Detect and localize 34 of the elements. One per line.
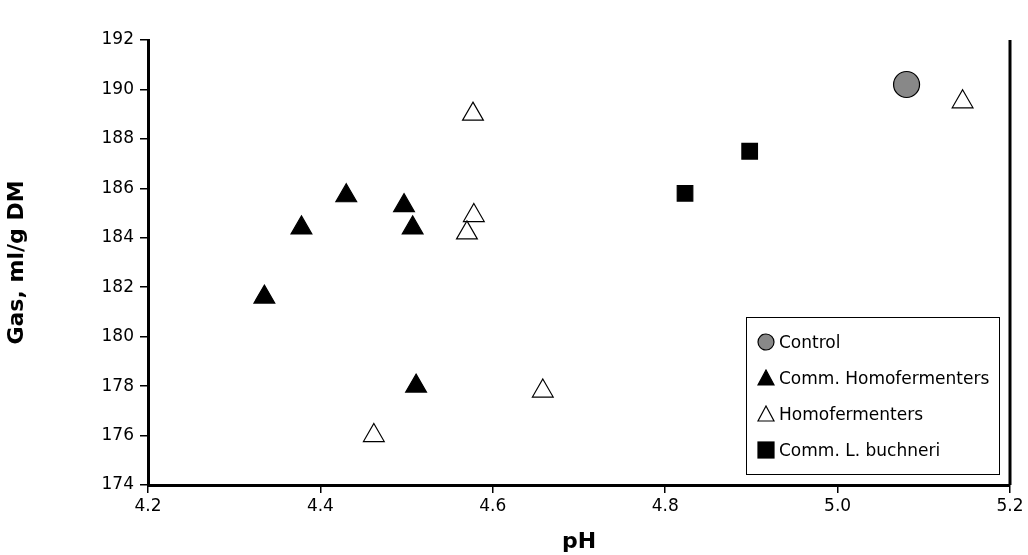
point — [362, 422, 385, 443]
y-tick-label: 176 — [101, 423, 134, 444]
point — [253, 284, 276, 304]
y-tick-label: 174 — [101, 473, 134, 494]
x-axis-title: pH — [561, 527, 597, 553]
legend-label: Comm. L. buchneri — [779, 440, 941, 460]
y-tick-label: 182 — [101, 275, 134, 296]
x-tick-label: 5.2 — [996, 494, 1024, 515]
point — [393, 193, 416, 213]
point — [335, 183, 358, 203]
legend-label: Control — [779, 332, 841, 352]
point — [455, 220, 478, 240]
legend-label: Homofermenters — [779, 404, 924, 424]
x-tick-label: 4.6 — [479, 494, 507, 515]
point — [462, 202, 485, 223]
y-tick-label: 178 — [101, 374, 134, 395]
point — [531, 378, 554, 398]
x-tick-label: 5.0 — [824, 494, 852, 515]
y-tick-label: 184 — [101, 226, 134, 247]
y-tick-label: 186 — [101, 176, 134, 197]
point — [401, 215, 424, 235]
point — [461, 101, 484, 121]
y-tick-label: 180 — [101, 325, 134, 346]
point — [951, 89, 974, 109]
y-tick-label: 192 — [101, 28, 134, 49]
x-tick-label: 4.4 — [306, 494, 334, 515]
x-tick-label: 4.8 — [651, 494, 679, 515]
y-tick-label: 188 — [101, 127, 134, 148]
legend-label: Comm. Homofermenters — [779, 368, 990, 388]
y-axis-title: Gas, ml/g DM — [2, 180, 28, 345]
y-tick-label: 190 — [101, 77, 134, 98]
point — [405, 373, 428, 393]
point — [290, 215, 313, 235]
x-tick-label: 4.2 — [134, 494, 162, 515]
